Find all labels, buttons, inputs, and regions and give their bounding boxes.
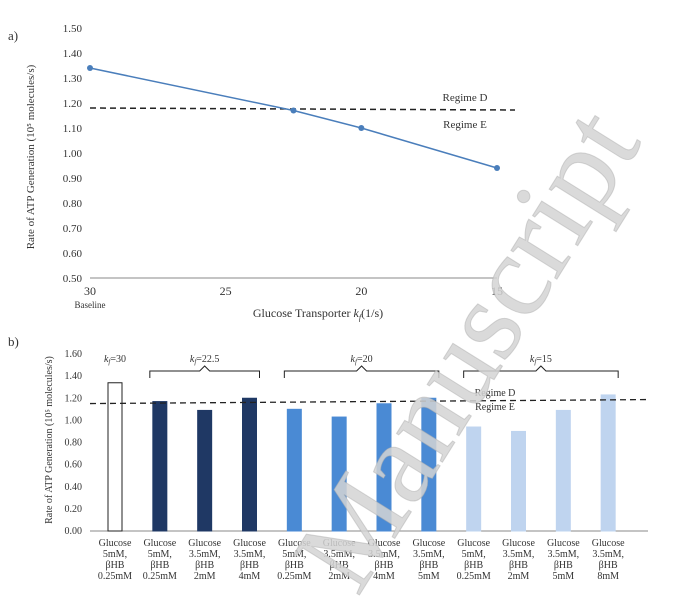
panel-b-regime-d-label: Regime D [475,388,516,399]
panel-a-xtick-label: 25 [220,284,232,298]
panel-b-group-label: kf=22.5 [190,354,220,366]
panel-b-category-label: Glucose 5mM, βHB 0.25mM [457,538,491,582]
panel-a-ytick-label: 0.90 [63,173,83,185]
panel-b-label: b) [8,334,19,349]
panel-b-brackets: kf=30 kf=22.5 kf=20 kf=15 [104,354,619,378]
panel-b: b) 0.000.200.400.600.801.001.201.401.60 … [8,334,649,582]
panel-a-xtick-label: 20 [355,284,367,298]
panel-b-ytick-label: 1.40 [65,371,83,382]
panel-a-ytick-label: 1.30 [63,73,83,85]
panel-b-category-labels: Glucose 5mM, βHB 0.25mM Glucose 5mM, βHB 0.25mM… [98,538,625,582]
panel-b-group-bracket [149,365,260,378]
panel-b-threshold-line [89,398,649,405]
panel-a-ytick-label: 1.40 [63,48,83,60]
panel-b-bar [197,409,213,532]
panel-a-y-axis-title: Rate of ATP Generation (10⁵ molecules/s) [25,64,37,249]
panel-a-ytick-label: 1.00 [63,148,83,160]
panel-b-category-label: Glucose 3.5mM, βHB 2mM [323,538,356,582]
panel-b-category-label: Glucose 3.5mM, βHB 4mM [233,538,266,582]
panel-a-series-line [89,67,498,169]
panel-b-ytick-label: 0.60 [65,460,83,471]
panel-b-category-label: Glucose 3.5mM, βHB 5mM [412,538,445,582]
panel-a-ytick-label: 0.80 [63,198,83,210]
panel-b-bar [331,416,347,532]
panel-a-series-points [87,65,500,171]
panel-b-bars [107,382,616,532]
panel-a-ytick-label: 0.50 [63,273,83,285]
panel-b-group-bracket [283,365,440,378]
panel-b-bar [466,426,482,532]
panel-a-xticks: 30 25 20 15 [84,284,503,298]
panel-a-data-point [290,107,297,114]
panel-a-baseline-label: Baseline [75,300,106,310]
panel-b-group-bracket [463,365,619,378]
panel-a-regime-d-label: Regime D [443,92,488,104]
panel-b-bar [107,382,123,532]
panel-a-regime-e-label: Regime E [443,119,487,131]
panel-b-bar [242,397,257,532]
panel-a-xtick-label: 15 [491,284,503,298]
panel-a-label: a) [8,28,18,43]
panel-a-yticks: 0.50 0.60 0.70 0.80 0.90 1.00 1.10 1.20 1.30 1.40… [63,23,83,285]
panel-b-category-label: Glucose 3.5mM, βHB 5mM [547,538,580,582]
panel-a-ytick-label: 1.20 [63,98,83,110]
panel-b-group-label: kf=20 [351,354,373,366]
panel-b-ytick-label: 0.80 [65,438,83,449]
panel-b-category-label: Glucose 5mM, βHB 0.25mM [98,538,132,582]
panel-b-group-label: kf=15 [530,354,552,366]
panel-b-ytick-label: 1.00 [65,415,83,426]
panel-a-data-point [494,165,500,171]
panel-b-ytick-label: 0.00 [65,526,83,537]
panel-a-xtick-label: 30 [84,284,96,298]
panel-a-ytick-label: 0.70 [63,223,83,235]
panel-b-category-label: Glucose 3.5mM, βHB 8mM [592,538,625,582]
panel-b-category-label: Glucose 3.5mM, βHB 2mM [502,538,535,582]
panel-b-ytick-label: 0.40 [65,482,83,493]
panel-a-x-axis-title: Glucose Transporter kf(1/s) [253,306,383,322]
panel-a: a) 0.50 0.60 0.70 0.80 0.90 1.00 1.10 1.20 1.30 1… [8,23,516,322]
panel-b-category-label: Glucose 5mM, βHB 0.25mM [277,538,311,582]
panel-b-bar [511,430,526,532]
panel-b-bar [555,409,571,532]
panel-b-y-axis-title: Rate of ATP Generation (10⁵ molecules/s) [44,356,55,524]
panel-b-bar [152,401,168,532]
panel-b-bar [421,397,437,532]
panel-b-bar [376,403,392,532]
panel-b-category-label: Glucose 5mM, βHB 0.25mM [143,538,177,582]
panel-b-group-label: kf=30 [104,354,126,366]
panel-b-yticks: 0.00 0.20 0.40 0.60 0.80 1.00 1.20 1.40 1.60 [65,349,83,537]
panel-a-ytick-label: 1.10 [63,123,83,135]
panel-b-ytick-label: 1.20 [65,393,83,404]
panel-a-ytick-label: 1.50 [63,23,83,35]
panel-a-threshold-line [89,107,516,111]
panel-b-bar [600,394,616,532]
panel-b-ytick-label: 1.60 [65,349,83,360]
panel-b-category-label: Glucose 3.5mM, βHB 4mM [368,538,401,582]
panel-a-ytick-label: 0.60 [63,248,83,260]
panel-b-category-label: Glucose 3.5mM, βHB 2mM [188,538,221,582]
panel-b-ytick-label: 0.20 [65,504,83,515]
panel-a-data-point [87,65,93,71]
panel-b-bar [286,408,302,532]
panel-a-data-point [358,125,365,131]
panel-b-regime-e-label: Regime E [475,402,515,413]
